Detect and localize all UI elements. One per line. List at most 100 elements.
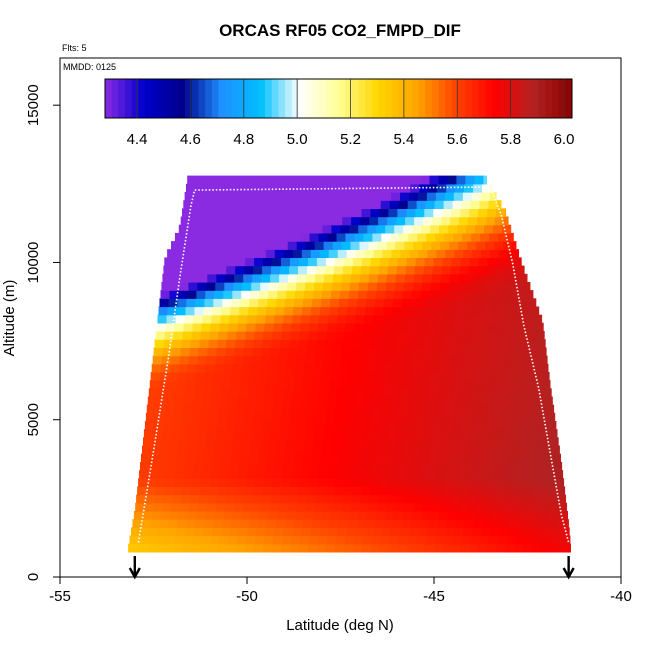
heatmap-cell — [444, 470, 454, 479]
heatmap-cell — [465, 175, 475, 185]
heatmap-cell — [406, 339, 416, 348]
heatmap-cell — [492, 445, 502, 455]
heatmap-cell — [473, 371, 484, 381]
heatmap-cell — [225, 494, 236, 504]
heatmap-cell — [333, 265, 344, 275]
heatmap-cell — [369, 216, 379, 226]
heatmap-cell — [198, 216, 209, 226]
heatmap-cell — [498, 470, 508, 479]
heatmap-cell — [227, 257, 237, 267]
heatmap-cell — [255, 200, 265, 209]
heatmap-cell — [237, 535, 247, 545]
heatmap-cell — [511, 429, 522, 438]
heatmap-cell — [431, 429, 441, 438]
y-tick-label: 0 — [25, 573, 42, 581]
heatmap-cell — [512, 421, 523, 430]
heatmap-cell — [283, 388, 293, 398]
heatmap-cell — [212, 453, 223, 463]
heatmap-cell — [505, 486, 515, 496]
heatmap-cell — [354, 396, 364, 406]
heatmap-cell — [512, 502, 522, 512]
heatmap-cell — [269, 241, 280, 250]
heatmap-cell — [350, 429, 360, 438]
heatmap-cell — [505, 543, 515, 553]
heatmap-cell — [518, 519, 528, 528]
heatmap-cell — [223, 175, 233, 185]
heatmap-cell — [183, 200, 193, 209]
heatmap-cell — [534, 388, 545, 398]
heatmap-cell — [435, 232, 445, 242]
heatmap-cell — [211, 388, 222, 398]
heatmap-cell — [491, 453, 501, 463]
heatmap-cell — [520, 355, 531, 365]
heatmap-cell — [370, 486, 381, 496]
heatmap-cell — [264, 322, 274, 332]
heatmap-cell — [552, 470, 562, 479]
heatmap-cell — [436, 527, 446, 537]
heatmap-cell — [379, 257, 390, 267]
heatmap-cell — [210, 232, 221, 242]
heatmap-cell — [364, 388, 374, 398]
heatmap-cell — [397, 543, 407, 553]
heatmap-cell — [344, 331, 354, 340]
heatmap-cell — [318, 396, 328, 406]
heatmap-cell — [432, 339, 443, 348]
heatmap-cell — [336, 470, 347, 479]
heatmap-cell — [512, 347, 523, 357]
heatmap-cell — [485, 216, 496, 226]
heatmap-cell — [166, 527, 177, 537]
heatmap-cell — [408, 396, 418, 406]
heatmap-cell — [230, 306, 240, 316]
heatmap-cell — [328, 388, 338, 398]
heatmap-cell — [307, 412, 317, 422]
heatmap-cell — [205, 290, 215, 299]
heatmap-cell — [181, 494, 191, 504]
heatmap-cell — [173, 404, 184, 414]
heatmap-cell — [429, 175, 440, 185]
heatmap-cell — [397, 412, 407, 422]
heatmap-cell — [480, 192, 491, 201]
heatmap-cell — [403, 437, 413, 447]
heatmap-cell — [374, 453, 384, 463]
heatmap-cell — [522, 494, 532, 504]
heatmap-cell — [381, 470, 391, 479]
heatmap-cell — [353, 200, 364, 209]
heatmap-cell — [548, 421, 557, 430]
heatmap-cell — [481, 527, 491, 537]
heatmap-cell — [298, 486, 309, 496]
heatmap-cell — [224, 355, 235, 365]
heatmap-cell — [474, 175, 484, 185]
heatmap-cell — [226, 265, 236, 275]
heatmap-cell — [453, 396, 463, 406]
heatmap-cell — [323, 429, 333, 438]
heatmap-cell — [506, 478, 516, 487]
heatmap-cell — [341, 502, 352, 512]
heatmap-cell — [329, 519, 340, 528]
heatmap-cell — [347, 453, 358, 463]
heatmap-cell — [177, 298, 187, 308]
heatmap-cell — [416, 478, 426, 487]
heatmap-cell — [329, 453, 340, 463]
heatmap-cell — [480, 314, 491, 324]
heatmap-cell — [292, 461, 303, 471]
heatmap-cell — [375, 175, 386, 185]
heatmap-cell — [265, 527, 276, 537]
heatmap-cell — [345, 232, 355, 242]
heatmap-cell — [494, 502, 504, 512]
heatmap-cell — [234, 347, 244, 357]
heatmap-cell — [461, 535, 472, 545]
heatmap-cell — [174, 232, 185, 242]
heatmap-cell — [260, 355, 270, 365]
heatmap-cell — [526, 306, 537, 316]
heatmap-cell — [248, 183, 259, 193]
heatmap-cell — [542, 478, 552, 487]
heatmap-cell — [360, 421, 370, 430]
heatmap-cell — [476, 216, 487, 226]
heatmap-cell — [280, 543, 291, 553]
heatmap-cell — [154, 494, 164, 504]
heatmap-cell — [199, 208, 210, 218]
heatmap-cell — [283, 249, 294, 258]
heatmap-cell — [310, 249, 321, 258]
heatmap-cell — [521, 421, 532, 430]
heatmap-cell — [325, 543, 336, 553]
